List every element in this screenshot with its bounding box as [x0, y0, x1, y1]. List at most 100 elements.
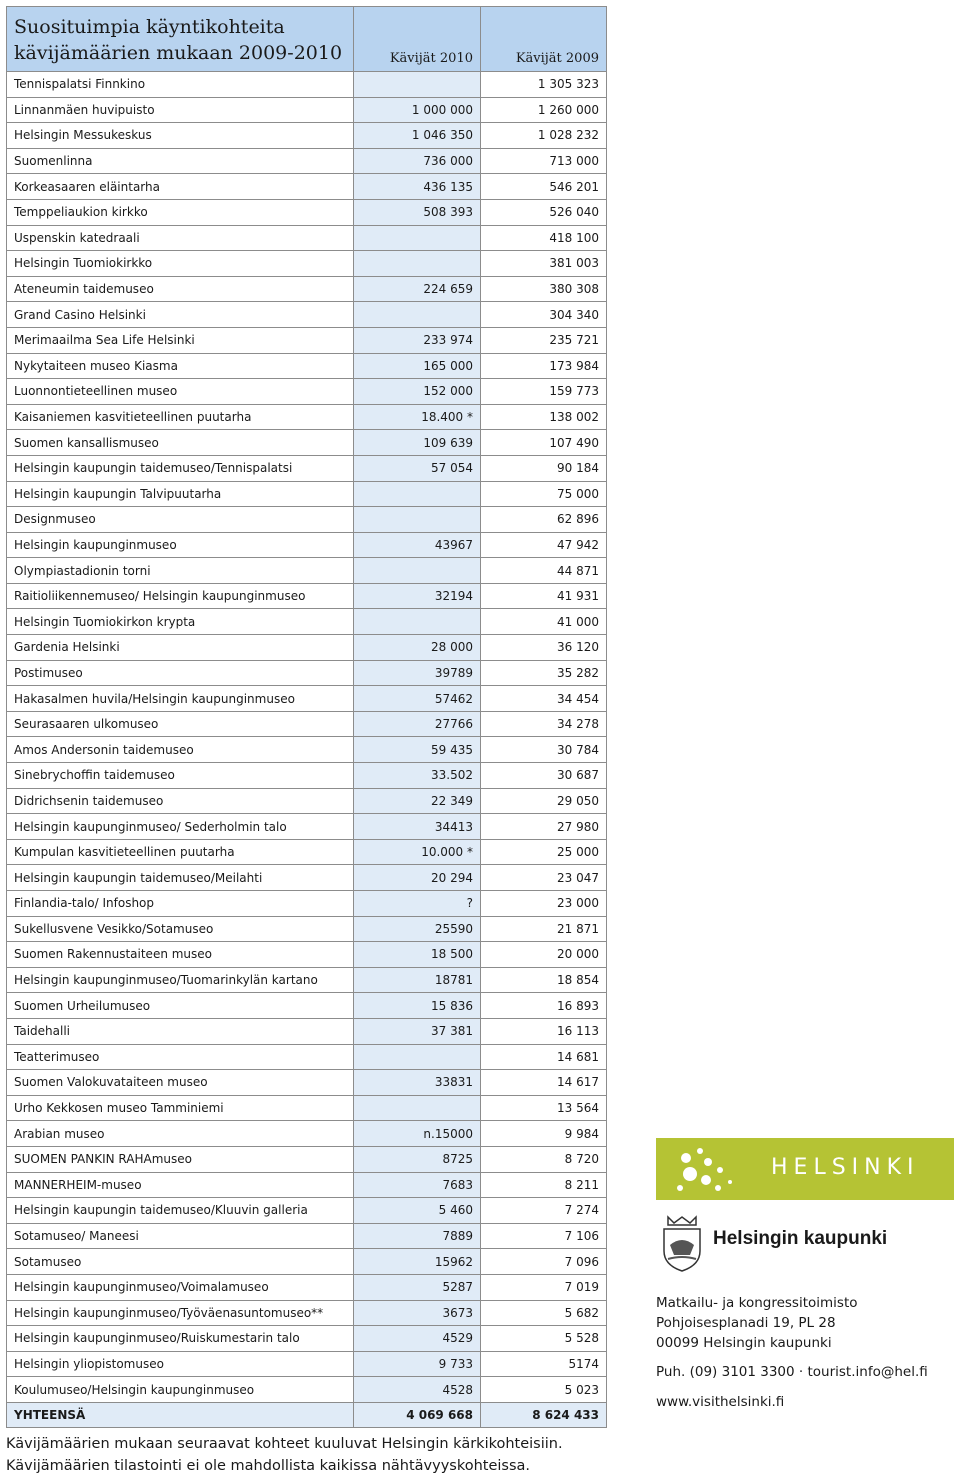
table-row: Nykytaiteen museo Kiasma 165 000 173 984: [6, 352, 607, 380]
visitor-count: 304 340: [480, 301, 607, 328]
visitor-count: 713 000: [480, 147, 607, 175]
visitor-count: 15962: [353, 1248, 481, 1275]
visitor-count: 27 980: [480, 813, 607, 840]
visitor-count: 7 096: [480, 1248, 607, 1275]
visitor-count: 173 984: [480, 352, 607, 380]
table-row: Hakasalmen huvila/Helsingin kaupunginmus…: [6, 685, 607, 712]
visitor-count: 4 069 668: [353, 1401, 481, 1429]
place-name: Grand Casino Helsinki: [6, 301, 354, 328]
table-row: Suomenlinna 736 000 713 000: [6, 147, 607, 175]
place-name: Helsingin kaupunginmuseo/Työväenasuntomu…: [6, 1299, 354, 1327]
address-line: Matkailu- ja kongressitoimisto: [656, 1295, 858, 1311]
place-name: Kaisaniemen kasvitieteellinen puutarha: [6, 403, 354, 431]
table-row: Helsingin Tuomiokirkon krypta 41 000: [6, 608, 607, 636]
place-name: Helsingin kaupunginmuseo/Tuomarinkylän k…: [6, 966, 354, 994]
visitor-count: 152 000: [353, 378, 481, 405]
visitor-count: 27766: [353, 710, 481, 738]
visitor-count: ?: [353, 890, 481, 917]
place-name: Suomen Rakennustaiteen museo: [6, 941, 354, 968]
visitor-count: [353, 301, 481, 328]
table-row: Koulumuseo/Helsingin kaupunginmuseo 4528 5…: [6, 1376, 607, 1403]
place-name: YHTEENSÄ: [6, 1401, 354, 1429]
table-row: Helsingin Tuomiokirkko 381 003: [6, 250, 607, 277]
visitor-count: 1 260 000: [480, 96, 607, 124]
visitor-count: 47 942: [480, 531, 607, 559]
visitor-count: 8 720: [480, 1145, 607, 1173]
table-row: Korkeasaaren eläintarha 436 135 546 201: [6, 173, 607, 200]
table-row: Suomen Valokuvataiteen museo 33831 14 617: [6, 1069, 607, 1096]
table-row: Sotamuseo/ Maneesi 7889 7 106: [6, 1222, 607, 1250]
visitor-count: 8 211: [480, 1171, 607, 1199]
visitor-count: [353, 1043, 481, 1071]
place-name: Helsingin kaupunginmuseo/ Sederholmin ta…: [6, 813, 354, 840]
visitor-count: 7 106: [480, 1222, 607, 1250]
place-name: Helsingin Messukeskus: [6, 122, 354, 149]
visitor-count: 57462: [353, 685, 481, 712]
place-name: Luonnontieteellinen museo: [6, 378, 354, 405]
table-row: SUOMEN PANKIN RAHAmuseo 8725 8 720: [6, 1145, 607, 1173]
place-name: Helsingin kaupunginmuseo/Voimalamuseo: [6, 1273, 354, 1301]
visitor-count: 21 871: [480, 915, 607, 943]
place-name: Sotamuseo/ Maneesi: [6, 1222, 354, 1250]
place-name: Amos Andersonin taidemuseo: [6, 736, 354, 764]
address: Matkailu- ja kongressitoimisto Pohjoises…: [656, 1293, 858, 1353]
visitor-count: 381 003: [480, 250, 607, 277]
visitor-count: 436 135: [353, 173, 481, 200]
visitor-count: 39789: [353, 659, 481, 687]
place-name: Suomen Urheilumuseo: [6, 992, 354, 1019]
place-name: Suomenlinna: [6, 147, 354, 175]
table-row: Helsingin kaupungin taidemuseo/Meilahti 2…: [6, 864, 607, 891]
visitor-count: [353, 1094, 481, 1122]
visitor-count: 5 682: [480, 1299, 607, 1327]
visitor-count: 9 733: [353, 1350, 481, 1378]
visitor-count: 138 002: [480, 403, 607, 431]
visitor-count: 33.502: [353, 762, 481, 789]
table-row: Helsingin kaupunginmuseo 43967 47 942: [6, 531, 607, 559]
place-name: Finlandia-talo/ Infoshop: [6, 890, 354, 917]
table-row: Helsingin kaupungin taidemuseo/Tennispal…: [6, 454, 607, 482]
visitor-count: 1 046 350: [353, 122, 481, 149]
visitor-count: 30 784: [480, 736, 607, 764]
place-name: Linnanmäen huvipuisto: [6, 96, 354, 124]
visitor-count: 90 184: [480, 454, 607, 482]
table-row: Suomen Rakennustaiteen museo 18 500 20 000: [6, 941, 607, 968]
table-row: YHTEENSÄ 4 069 668 8 624 433: [6, 1401, 607, 1429]
visitor-count: 62 896: [480, 506, 607, 533]
visitor-count: 59 435: [353, 736, 481, 764]
visitor-count: 5174: [480, 1350, 607, 1378]
contact: Puh. (09) 3101 3300 · tourist.info@hel.f…: [656, 1364, 928, 1380]
place-name: Helsingin kaupunginmuseo: [6, 531, 354, 559]
column-header: Kävijät 2009: [480, 6, 607, 72]
table-row: Grand Casino Helsinki 304 340: [6, 301, 607, 328]
table-title: Suosituimpia käyntikohteita kävijämäärien…: [6, 6, 354, 72]
visitor-count: 25590: [353, 915, 481, 943]
place-name: Didrichsenin taidemuseo: [6, 787, 354, 815]
table-row: MANNERHEIM-museo 7683 8 211: [6, 1171, 607, 1199]
place-name: Suomen Valokuvataiteen museo: [6, 1069, 354, 1096]
address-line: Pohjoisesplanadi 19, PL 28: [656, 1315, 836, 1331]
place-name: Helsingin Tuomiokirkon krypta: [6, 608, 354, 636]
place-name: Sotamuseo: [6, 1248, 354, 1275]
table-row: Helsingin kaupunginmuseo/Ruiskumestarin …: [6, 1325, 607, 1352]
place-name: Helsingin kaupungin Talvipuutarha: [6, 480, 354, 508]
table-row: Olympiastadionin torni 44 871: [6, 557, 607, 584]
visitor-count: 30 687: [480, 762, 607, 789]
visitor-count: 9 984: [480, 1120, 607, 1147]
place-name: Sinebrychoffin taidemuseo: [6, 762, 354, 789]
visitor-count: 23 000: [480, 890, 607, 917]
table-row: Helsingin Messukeskus 1 046 350 1 028 232: [6, 122, 607, 149]
visitor-count: 107 490: [480, 429, 607, 456]
place-name: Helsingin kaupungin taidemuseo/Kluuvin g…: [6, 1197, 354, 1224]
visitor-count: 34 278: [480, 710, 607, 738]
place-name: Nykytaiteen museo Kiasma: [6, 352, 354, 380]
visitor-count: 10.000 *: [353, 838, 481, 866]
visitor-count: 34413: [353, 813, 481, 840]
place-name: Helsingin kaupungin taidemuseo/Meilahti: [6, 864, 354, 891]
table-row: Helsingin kaupungin taidemuseo/Kluuvin g…: [6, 1197, 607, 1224]
table-row: Seurasaaren ulkomuseo 27766 34 278: [6, 710, 607, 738]
visitor-count: 25 000: [480, 838, 607, 866]
visitor-count: 18781: [353, 966, 481, 994]
visitor-count: 8725: [353, 1145, 481, 1173]
table-row: Temppeliaukion kirkko 508 393 526 040: [6, 198, 607, 226]
